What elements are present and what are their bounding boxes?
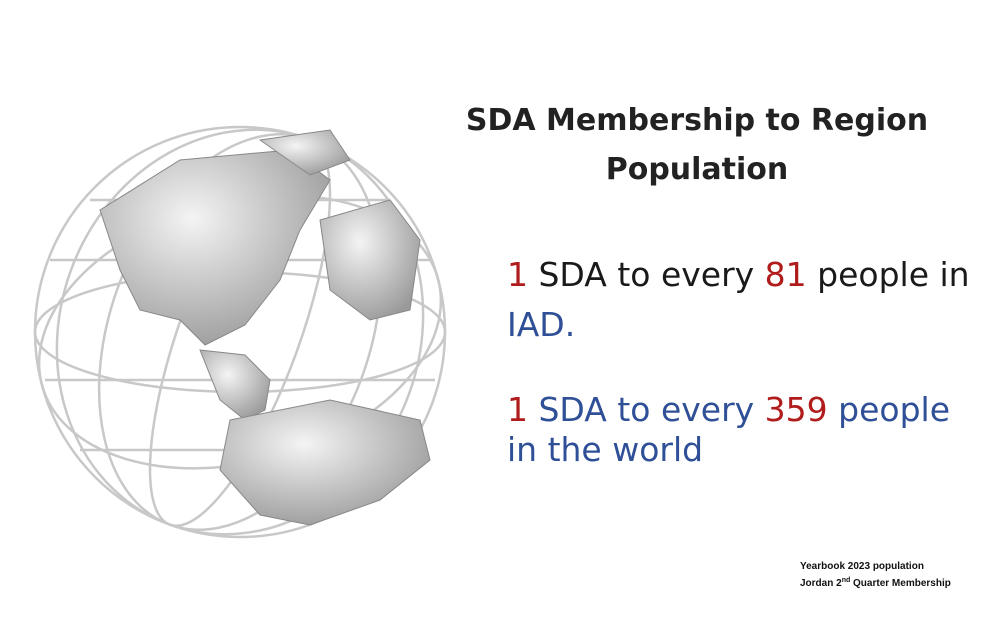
statement-line: 1 SDA to every 81 people in <box>507 255 970 294</box>
footnote: Yearbook 2023 population <box>800 561 924 572</box>
number: 81 <box>764 255 807 294</box>
superscript: nd <box>841 577 851 584</box>
globe <box>33 125 447 539</box>
text: in the world <box>507 430 704 469</box>
text: Quarter Membership <box>850 578 951 589</box>
statement-line: 1 SDA to every 359 people <box>507 390 950 429</box>
text: SDA to every <box>528 255 765 294</box>
number: 359 <box>764 390 828 429</box>
title: Population <box>605 152 789 187</box>
text: Jordan 2 <box>800 578 842 589</box>
statement-line: in the world <box>507 430 703 469</box>
text: people in <box>806 255 970 294</box>
number: 1 <box>507 255 528 294</box>
number: 1 <box>507 390 528 429</box>
text: IAD. <box>507 305 576 344</box>
statement-line: IAD. <box>507 305 575 344</box>
text: people <box>827 390 951 429</box>
title: SDA Membership to Region <box>465 103 929 138</box>
footnote: Jordan 2nd Quarter Membership <box>800 577 951 589</box>
text: SDA to every <box>528 390 765 429</box>
